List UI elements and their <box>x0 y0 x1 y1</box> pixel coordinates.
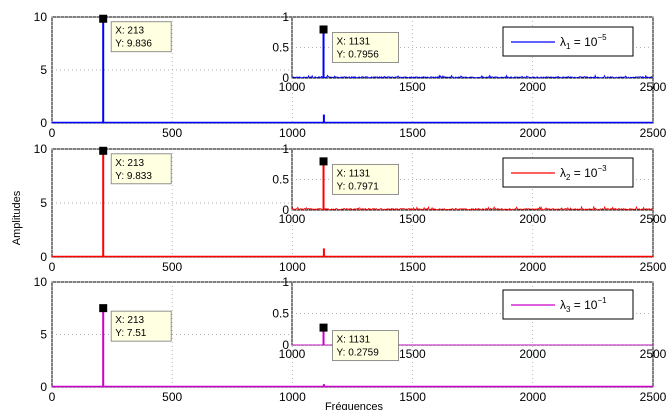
y-tick-label: 0 <box>40 250 47 264</box>
datatip-bg <box>110 21 172 53</box>
datatip-x: X: 213 <box>115 26 144 37</box>
inset-datatip-x: X: 1131 <box>337 335 371 346</box>
x-tick-label: 2500 <box>640 390 667 404</box>
y-tick-label: 0 <box>40 380 47 394</box>
datatip-marker <box>99 14 108 23</box>
x-tick-label: 500 <box>162 126 182 140</box>
datatip-box: X: 213 Y: 7.51 <box>110 310 172 342</box>
inset-datatip-marker <box>319 157 328 166</box>
datatip-box: X: 213 Y: 9.836 <box>110 21 172 53</box>
inset-datatip-box: X: 1131 Y: 0.7956 <box>332 32 399 63</box>
legend: λ1 = 10−5 <box>502 26 634 57</box>
datatip-marker <box>99 304 108 313</box>
x-tick-label: 2500 <box>640 126 667 140</box>
inset-series-trace <box>291 74 654 79</box>
datatip-bg <box>110 153 172 185</box>
y-tick-label: 10 <box>34 10 48 24</box>
datatip-x: X: 213 <box>115 158 144 169</box>
x-tick-label: 1000 <box>279 390 306 404</box>
inset-x-tick-label: 2500 <box>640 80 667 94</box>
inset-y-tick-label: 1 <box>282 142 289 156</box>
inset-x-tick-label: 2000 <box>519 80 546 94</box>
inset-datatip-x: X: 1131 <box>337 36 371 47</box>
legend-box <box>502 289 634 320</box>
datatip-x: X: 213 <box>115 315 144 326</box>
x-tick-label: 500 <box>162 260 182 274</box>
x-tick-label: 1000 <box>279 260 306 274</box>
y-tick-label: 5 <box>40 328 47 342</box>
datatip-y: Y: 9.833 <box>115 171 152 182</box>
inset-x-tick-label: 2000 <box>519 347 546 361</box>
inset-y-tick-label: 0 <box>282 338 289 352</box>
datatip-y: Y: 7.51 <box>115 328 147 339</box>
x-tick-label: 2500 <box>640 260 667 274</box>
legend: λ2 = 10−3 <box>502 157 634 188</box>
x-tick-label: 0 <box>49 126 56 140</box>
legend-label: λ3 = 10−1 <box>560 296 607 314</box>
inset-datatip-box: X: 1131 Y: 0.7971 <box>332 163 399 195</box>
inset-datatip-bg <box>332 32 399 63</box>
inset-x-tick-label: 1500 <box>399 212 426 226</box>
inset-y-tick-label: 0 <box>282 203 289 217</box>
x-tick-label: 2000 <box>519 390 546 404</box>
x-tick-label: 1500 <box>399 390 426 404</box>
inset-x-tick-label: 1000 <box>279 212 306 226</box>
inset-x-tick-label: 1000 <box>279 347 306 361</box>
datatip-marker <box>99 146 108 155</box>
inset-series-trace <box>291 205 654 211</box>
legend-label: λ2 = 10−3 <box>560 164 607 182</box>
x-tick-label: 0 <box>49 390 56 404</box>
x-tick-label: 1500 <box>399 260 426 274</box>
inset-x-tick-label: 2000 <box>519 212 546 226</box>
x-tick-label: 1000 <box>279 126 306 140</box>
inset-datatip-box: X: 1131 Y: 0.2759 <box>332 330 399 362</box>
x-tick-label: 2000 <box>519 260 546 274</box>
legend: λ3 = 10−1 <box>502 289 634 320</box>
y-tick-label: 10 <box>34 142 48 156</box>
y-tick-label: 0 <box>40 116 47 130</box>
inset-y-tick-label: 0.5 <box>272 173 289 187</box>
y-tick-label: 10 <box>34 275 48 289</box>
inset-y-tick-label: 1 <box>282 275 289 289</box>
inset-datatip-bg <box>332 330 399 362</box>
inset-y-tick-label: 0.5 <box>272 41 289 55</box>
inset: 1000 1500 2000 2500 0 0.5 1 X: 1131 Y: 0.7971 <box>272 142 666 226</box>
x-axis-title: Fréquences <box>325 401 384 410</box>
y-axis-title: Amplitudes <box>11 190 23 245</box>
inset-x-tick-label: 1500 <box>399 347 426 361</box>
inset-datatip-bg <box>332 163 399 195</box>
inset-x-tick-label: 2500 <box>640 347 667 361</box>
inset-y-tick-label: 1 <box>282 10 289 24</box>
datatip-bg <box>110 310 172 342</box>
inset-datatip-marker <box>319 25 328 34</box>
y-tick-label: 5 <box>40 196 47 210</box>
inset-datatip-y: Y: 0.7956 <box>337 49 380 60</box>
y-tick-label: 5 <box>40 63 47 77</box>
x-tick-label: 2000 <box>519 126 546 140</box>
inset-datatip-marker <box>319 323 328 332</box>
inset-datatip-y: Y: 0.7971 <box>337 181 380 192</box>
legend-label: λ1 = 10−5 <box>560 33 607 51</box>
datatip-box: X: 213 Y: 9.833 <box>110 153 172 185</box>
inset-x-tick-label: 2500 <box>640 212 667 226</box>
x-tick-label: 1500 <box>399 126 426 140</box>
x-tick-label: 0 <box>49 260 56 274</box>
x-tick-label: 500 <box>162 390 182 404</box>
inset-datatip-x: X: 1131 <box>337 168 371 179</box>
inset-datatip-y: Y: 0.2759 <box>337 348 380 359</box>
inset-y-tick-label: 0.5 <box>272 307 289 321</box>
inset-y-tick-label: 0 <box>282 71 289 85</box>
datatip-y: Y: 9.836 <box>115 39 152 50</box>
inset-x-tick-label: 1000 <box>279 80 306 94</box>
inset-x-tick-label: 1500 <box>399 80 426 94</box>
